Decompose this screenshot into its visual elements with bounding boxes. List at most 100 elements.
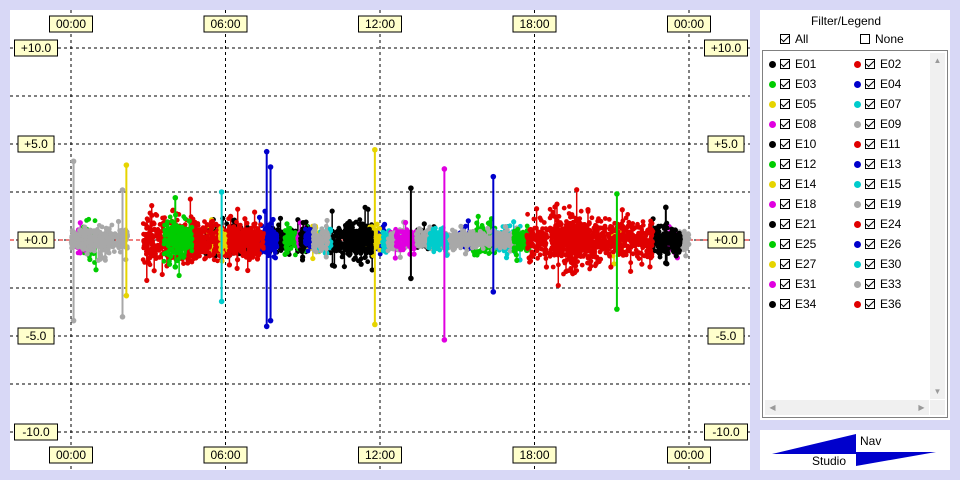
- data-point: [381, 221, 388, 227]
- data-point: [584, 234, 589, 240]
- data-point: [84, 218, 89, 223]
- data-point: [176, 272, 182, 279]
- data-point: [210, 236, 215, 242]
- data-point: [644, 252, 650, 258]
- data-point: [474, 252, 480, 258]
- chart-area: 00:00 00:00 06:00 06:00 12:00 12:00 18:00 18:00…: [10, 10, 750, 470]
- data-point: [470, 245, 475, 251]
- data-point: [599, 225, 605, 231]
- data-point: [411, 251, 417, 257]
- data-point: [417, 243, 423, 249]
- data-point: [469, 230, 475, 236]
- data-point: [155, 232, 161, 238]
- data-point: [464, 241, 469, 246]
- data-point: [643, 237, 648, 243]
- data-point: [350, 225, 355, 231]
- data-point: [91, 228, 97, 234]
- data-point: [153, 243, 159, 249]
- data-point: [199, 247, 204, 253]
- chart-svg: 00:0000:0006:0006:0012:0012:0018:0018:00…: [10, 10, 750, 470]
- data-point: [185, 260, 191, 266]
- data-point: [109, 222, 115, 228]
- data-point: [611, 249, 616, 255]
- data-point: [141, 238, 147, 243]
- data-point: [605, 241, 611, 246]
- data-point: [93, 267, 99, 273]
- data-point: [358, 261, 364, 267]
- data-point: [149, 203, 155, 209]
- data-point: [91, 234, 96, 240]
- data-point: [369, 244, 375, 250]
- data-point: [278, 248, 284, 254]
- data-point: [653, 234, 659, 240]
- data-point: [166, 261, 173, 267]
- data-point: [276, 222, 281, 228]
- data-point: [155, 227, 161, 232]
- data-point: [416, 226, 422, 232]
- data-point: [507, 223, 513, 229]
- data-point: [634, 251, 640, 256]
- data-point: [623, 227, 629, 233]
- data-point: [188, 214, 194, 220]
- data-point: [583, 249, 589, 255]
- data-point: [598, 218, 604, 224]
- data-point: [147, 255, 153, 261]
- data-point: [115, 234, 120, 240]
- data-point: [99, 224, 105, 230]
- data-point: [153, 212, 159, 217]
- data-point: [202, 227, 208, 233]
- data-point: [377, 226, 383, 232]
- data-point: [355, 241, 360, 247]
- data-point: [341, 263, 347, 270]
- data-point: [657, 254, 663, 260]
- data-point: [625, 212, 631, 217]
- data-point: [256, 214, 263, 220]
- data-point: [142, 260, 148, 265]
- data-point: [575, 234, 581, 240]
- data-point: [622, 249, 627, 255]
- data-point: [245, 267, 251, 274]
- data-point: [643, 243, 649, 249]
- data-point: [161, 241, 167, 247]
- data-point: [610, 235, 615, 241]
- data-point: [348, 243, 353, 248]
- data-point: [79, 241, 84, 247]
- data-point: [649, 221, 655, 226]
- data-point: [363, 254, 368, 260]
- data-point: [561, 205, 567, 211]
- data-point: [450, 247, 456, 253]
- data-point: [147, 262, 153, 268]
- data-point: [555, 242, 560, 248]
- data-point: [152, 226, 157, 232]
- data-point: [151, 247, 156, 252]
- data-point: [660, 238, 665, 244]
- data-marks: [68, 146, 692, 343]
- data-point: [93, 238, 98, 244]
- data-point: [165, 219, 170, 225]
- data-point: [77, 220, 83, 226]
- data-point: [569, 229, 575, 234]
- data-point: [342, 223, 348, 228]
- data-point: [162, 222, 168, 228]
- data-point: [115, 218, 122, 225]
- data-point: [143, 222, 149, 228]
- data-point: [625, 243, 630, 249]
- data-point: [144, 277, 150, 284]
- data-point: [202, 219, 207, 225]
- data-point: [206, 250, 212, 256]
- data-point: [277, 215, 284, 221]
- data-point: [586, 220, 592, 225]
- data-point: [234, 265, 240, 271]
- data-point: [111, 249, 117, 255]
- data-point: [548, 247, 554, 253]
- data-point: [91, 248, 97, 254]
- data-point: [639, 261, 645, 267]
- data-point: [556, 214, 562, 219]
- data-point: [165, 230, 171, 236]
- data-point: [347, 251, 353, 257]
- data-point: [146, 249, 152, 255]
- data-point: [486, 220, 492, 226]
- data-point: [413, 231, 419, 237]
- data-point: [479, 223, 485, 228]
- data-point: [574, 187, 580, 193]
